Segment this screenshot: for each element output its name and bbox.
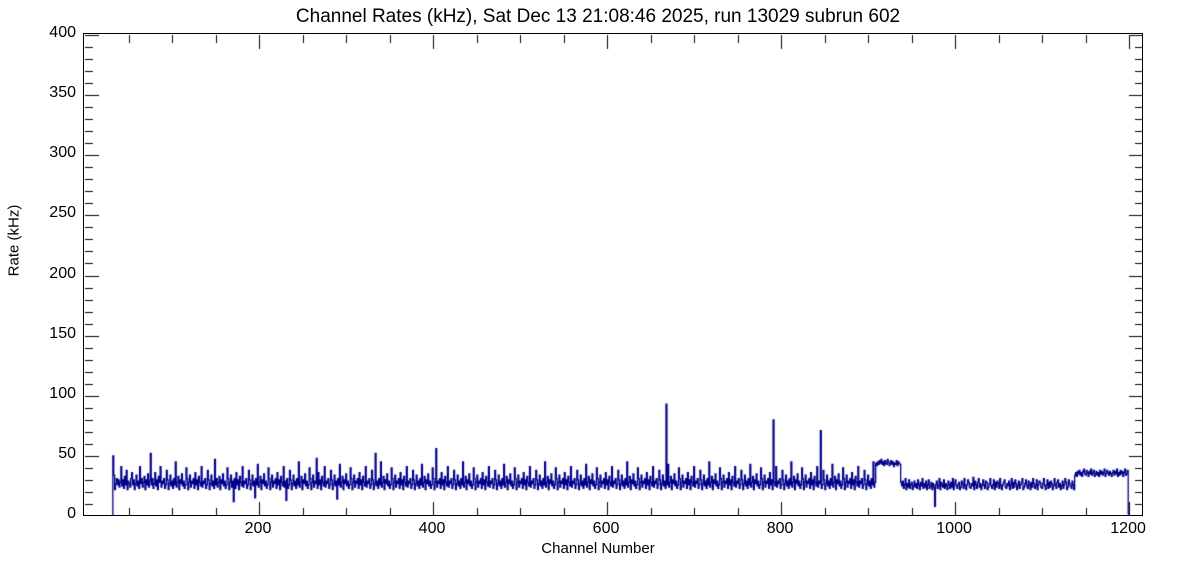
y-tick-label: 350 [49,84,76,102]
plot-canvas [84,34,1142,515]
x-axis-label: Channel Number [541,540,655,557]
y-tick-label: 150 [49,324,76,342]
y-tick-label: 100 [49,384,76,402]
x-tick-label: 1000 [936,520,972,537]
x-tick-label: 200 [244,520,272,537]
y-axis-label: Rate (kHz) [5,204,23,277]
y-tick-label: 300 [49,144,76,162]
y-tick-label: 200 [49,264,76,282]
y-tick-label: 50 [58,444,76,462]
y-axis-tick-labels: 0 50 100 150 200 250 300 350 400 [0,0,76,572]
x-tick-label: 1200 [1110,520,1146,537]
x-axis-tick-labels: 200 400 600 800 1000 1200 [0,520,1196,544]
y-tick-label: 0 [67,505,76,522]
y-tick-label: 250 [49,204,76,222]
x-tick-label: 800 [766,520,794,537]
chart-title: Channel Rates (kHz), Sat Dec 13 21:08:46… [295,6,901,27]
x-tick-label: 400 [418,520,446,537]
plot-frame [83,33,1143,516]
x-tick-label: 600 [592,520,620,537]
y-tick-label: 400 [49,24,76,41]
